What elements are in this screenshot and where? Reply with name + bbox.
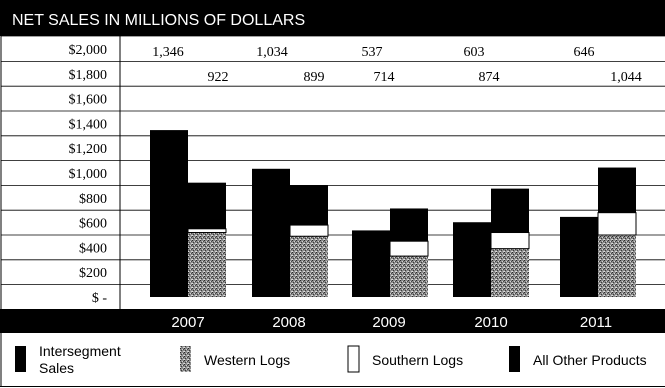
y-tick-label: $1,200: [69, 142, 108, 157]
bar-series: [150, 130, 637, 297]
y-tick-label: $1,400: [69, 117, 108, 132]
bar-southern-logs: [389, 240, 429, 257]
chart-title: NET SALES IN MILLIONS OF DOLLARS: [12, 12, 305, 29]
bar-western-logs: [188, 232, 226, 297]
gridlines: [1, 35, 665, 310]
legend-label-intersegment-sales: Intersegment Sales: [39, 343, 121, 376]
y-tick-label: $2,000: [69, 43, 108, 58]
bar-intersegment-sales: [560, 216, 598, 297]
top-row-value-label: 1,346: [152, 45, 184, 60]
y-tick-label: $ -: [92, 291, 108, 306]
bar-all-other-products: [188, 182, 226, 229]
legend-label-southern-logs: Southern Logs: [372, 352, 463, 368]
y-tick-label: $600: [79, 217, 107, 232]
bar-intersegment-sales: [352, 230, 390, 297]
legend-label-all-other-products: All Other Products: [533, 352, 647, 368]
top-row-value-labels: 1,346 1,034 537 603 646: [152, 45, 594, 60]
second-row-value-label: 899: [304, 70, 325, 85]
second-row-value-label: 874: [479, 70, 500, 85]
bar-intersegment-sales: [150, 130, 188, 297]
second-row-value-labels: 922 899 714 874 1,044: [208, 70, 642, 85]
title-band: [0, 0, 665, 36]
top-row-value-label: 646: [574, 45, 595, 60]
y-axis-tick-labels: $2,000 $1,800 $1,600 $1,400 $1,200 $1,000 $800…: [69, 43, 108, 306]
y-tick-label: $1,800: [69, 68, 108, 83]
bar-western-logs: [491, 248, 529, 297]
second-row-value-label: 714: [374, 70, 395, 85]
bar-all-other-products: [390, 208, 428, 242]
legend-swatch-all-other-products: [509, 346, 520, 372]
legend-swatch-western-logs: [180, 346, 191, 372]
bar-western-logs: [290, 236, 328, 297]
x-category-label: 2008: [272, 314, 305, 331]
bar-western-logs: [598, 235, 636, 297]
top-row-value-label: 537: [362, 45, 383, 60]
top-row-value-label: 603: [464, 45, 485, 60]
bar-southern-logs: [490, 232, 530, 250]
bar-all-other-products: [598, 167, 636, 213]
bar-all-other-products: [491, 188, 529, 233]
second-row-value-label: 922: [208, 70, 229, 85]
x-category-label: 2009: [372, 314, 405, 331]
y-tick-label: $800: [79, 192, 107, 207]
bar-southern-logs: [187, 228, 227, 234]
bar-southern-logs: [597, 212, 637, 236]
bar-intersegment-sales: [252, 168, 290, 297]
legend-swatch-intersegment-sales: [15, 346, 26, 372]
y-tick-label: $1,600: [69, 93, 108, 108]
bar-intersegment-sales: [453, 222, 491, 297]
bar-western-logs: [390, 256, 428, 297]
x-category-label: 2007: [171, 314, 204, 331]
second-row-value-label: 1,044: [610, 70, 642, 85]
category-band: [0, 309, 665, 333]
bar-southern-logs: [289, 224, 329, 237]
x-category-label: 2010: [474, 314, 507, 331]
legend-label-western-logs: Western Logs: [204, 352, 290, 368]
x-category-label: 2011: [580, 314, 612, 331]
y-tick-label: $1,000: [69, 167, 108, 182]
y-tick-label: $400: [79, 241, 107, 256]
top-row-value-label: 1,034: [256, 45, 288, 60]
legend-swatch-southern-logs: [347, 345, 360, 373]
bar-all-other-products: [290, 185, 328, 226]
legend: Intersegment Sales Western Logs Southern Lo…: [15, 343, 647, 376]
x-axis-category-labels: 2007 2008 2009 2010 2011: [171, 314, 612, 331]
y-tick-label: $200: [79, 266, 107, 281]
